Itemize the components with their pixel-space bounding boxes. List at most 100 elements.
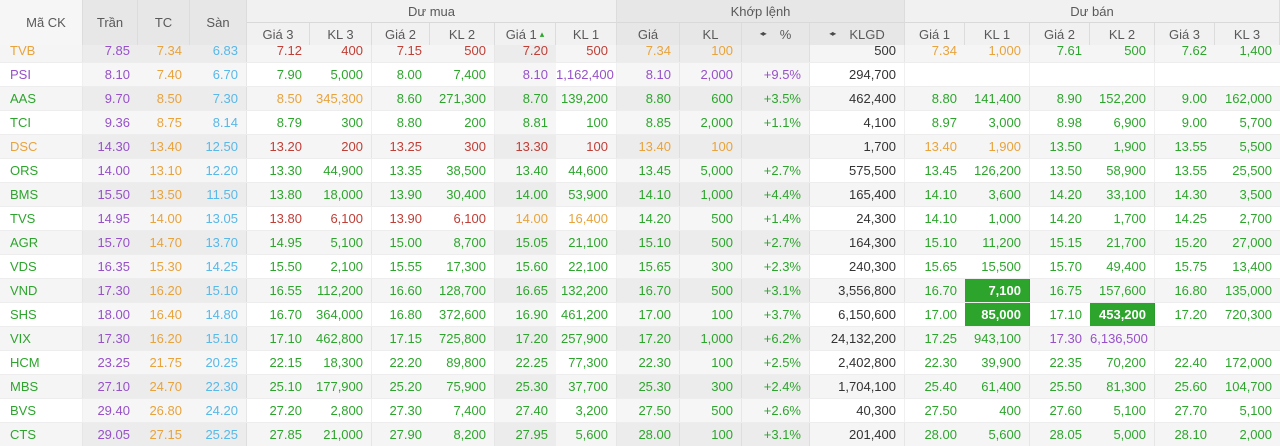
- stock-code[interactable]: VDS: [0, 255, 83, 278]
- buy-vol-3[interactable]: 5,000: [310, 63, 372, 86]
- total-volume[interactable]: 1,704,100: [810, 375, 905, 398]
- buy-vol-3[interactable]: 345,300: [310, 87, 372, 110]
- sell-price-1[interactable]: 25.40: [924, 379, 957, 394]
- ceiling-price[interactable]: 9.70: [83, 87, 138, 110]
- sell-price-2[interactable]: 27.60: [1049, 403, 1082, 418]
- matched-change-pct[interactable]: +2.7%: [742, 231, 810, 254]
- buy-price-3[interactable]: 8.50: [276, 91, 302, 106]
- sell-vol-3[interactable]: 3,500: [1239, 187, 1272, 202]
- buy-price-1[interactable]: 13.40: [495, 159, 556, 182]
- matched-change-pct[interactable]: +3.5%: [742, 87, 810, 110]
- sell-vol-1[interactable]: 943,100: [965, 327, 1030, 350]
- col-header-buy-vol-3[interactable]: KL 3: [310, 23, 372, 45]
- matched-price[interactable]: 25.30: [617, 375, 680, 398]
- sell-price-2[interactable]: 15.70: [1049, 259, 1082, 274]
- sell-vol-2[interactable]: 49,400: [1090, 255, 1155, 278]
- table-row[interactable]: TVS 14.95 14.00 13.05 13.80 6,100 13.90 6,100 14…: [0, 207, 1280, 231]
- table-row[interactable]: DSC 14.30 13.40 12.50 13.20 200 13.25 300 13.30 1…: [0, 135, 1280, 159]
- sell-price-3[interactable]: 14.30: [1174, 187, 1207, 202]
- table-row[interactable]: AGR 15.70 14.70 13.70 14.95 5,100 15.00 8,700 15…: [0, 231, 1280, 255]
- sell-price-2[interactable]: 14.20: [1049, 187, 1082, 202]
- matched-change-pct[interactable]: +3.1%: [742, 423, 810, 446]
- matched-change-pct[interactable]: +2.3%: [742, 255, 810, 278]
- total-volume[interactable]: 3,556,800: [810, 279, 905, 302]
- reference-price[interactable]: 13.50: [138, 183, 190, 206]
- buy-vol-2[interactable]: 7,400: [430, 63, 495, 86]
- ceiling-price[interactable]: 29.05: [83, 423, 138, 446]
- total-volume[interactable]: 6,150,600: [810, 303, 905, 326]
- ceiling-price[interactable]: 29.40: [83, 399, 138, 422]
- matched-change-pct[interactable]: +9.5%: [742, 63, 810, 86]
- col-header-sell-vol-3[interactable]: KL 3: [1215, 23, 1280, 45]
- sell-vol-3[interactable]: [1215, 327, 1280, 350]
- stock-code[interactable]: MBS: [0, 375, 83, 398]
- matched-price[interactable]: 8.10: [617, 63, 680, 86]
- matched-price[interactable]: 14.10: [617, 183, 680, 206]
- ceiling-price[interactable]: 9.36: [83, 111, 138, 134]
- matched-change-pct[interactable]: +3.1%: [742, 279, 810, 302]
- ceiling-price[interactable]: 15.50: [83, 183, 138, 206]
- sell-vol-3[interactable]: 13,400: [1232, 259, 1272, 274]
- reference-price[interactable]: 27.15: [138, 423, 190, 446]
- total-volume[interactable]: 24,300: [810, 207, 905, 230]
- table-row[interactable]: SHS 18.00 16.40 14.80 16.70 364,000 16.80 372,6…: [0, 303, 1280, 327]
- table-row[interactable]: CTS 29.05 27.15 25.25 27.85 21,000 27.90 8,200 2…: [0, 423, 1280, 446]
- sell-price-1[interactable]: 8.80: [931, 91, 957, 106]
- swap-column-icon[interactable]: ◂▸: [759, 29, 767, 38]
- sell-price-2[interactable]: 28.05: [1049, 427, 1082, 442]
- sell-vol-1[interactable]: 5,600: [965, 423, 1030, 446]
- buy-price-3[interactable]: 16.55: [269, 283, 302, 298]
- reference-price[interactable]: 26.80: [138, 399, 190, 422]
- sell-price-1[interactable]: 13.45: [924, 163, 957, 178]
- buy-price-2[interactable]: 22.20: [389, 355, 422, 370]
- stock-code[interactable]: TVS: [0, 207, 83, 230]
- sell-vol-1[interactable]: 141,400: [965, 87, 1030, 110]
- buy-vol-3[interactable]: 2,100: [310, 255, 372, 278]
- buy-vol-1[interactable]: 21,100: [556, 231, 617, 254]
- matched-change-pct[interactable]: +2.4%: [742, 375, 810, 398]
- sell-price-2[interactable]: 7.61: [1056, 45, 1082, 58]
- sell-price-1[interactable]: 15.65: [924, 259, 957, 274]
- sell-price-2[interactable]: 15.15: [1049, 235, 1082, 250]
- stock-code[interactable]: AAS: [0, 87, 83, 110]
- buy-vol-3[interactable]: 21,000: [310, 423, 372, 446]
- sell-vol-1[interactable]: 400: [965, 399, 1030, 422]
- buy-vol-2[interactable]: 38,500: [430, 159, 495, 182]
- buy-price-1[interactable]: 14.00: [495, 183, 556, 206]
- sell-vol-2[interactable]: 6,900: [1090, 111, 1155, 134]
- sell-price-1[interactable]: 14.10: [924, 187, 957, 202]
- buy-vol-2[interactable]: 7,400: [430, 399, 495, 422]
- sell-price-3[interactable]: 14.25: [1174, 211, 1207, 226]
- buy-price-3[interactable]: 17.10: [269, 331, 302, 346]
- stock-code[interactable]: VND: [0, 279, 83, 302]
- matched-price[interactable]: 16.70: [617, 279, 680, 302]
- buy-vol-1[interactable]: 22,100: [556, 255, 617, 278]
- buy-price-3[interactable]: 13.80: [269, 211, 302, 226]
- buy-price-2[interactable]: 13.90: [389, 211, 422, 226]
- sell-vol-1[interactable]: 1,000: [965, 45, 1030, 62]
- buy-price-1[interactable]: 17.20: [495, 327, 556, 350]
- sell-vol-2[interactable]: 5,000: [1090, 423, 1155, 446]
- buy-vol-2[interactable]: 372,600: [430, 303, 495, 326]
- buy-vol-3[interactable]: 400: [310, 45, 372, 62]
- buy-vol-1[interactable]: 257,900: [556, 327, 617, 350]
- sell-price-3[interactable]: [1155, 327, 1215, 350]
- table-row[interactable]: TCI 9.36 8.75 8.14 8.79 300 8.80 200 8.81 100 8.85…: [0, 111, 1280, 135]
- buy-price-1[interactable]: 15.60: [495, 255, 556, 278]
- sell-price-1[interactable]: [905, 63, 965, 86]
- sell-vol-1[interactable]: 15,500: [965, 255, 1030, 278]
- floor-price[interactable]: 7.30: [190, 87, 247, 110]
- stock-code[interactable]: TVB: [0, 45, 83, 62]
- ceiling-price[interactable]: 23.25: [83, 351, 138, 374]
- col-header-sell-vol-1[interactable]: KL 1: [965, 23, 1030, 45]
- buy-price-3[interactable]: 22.15: [269, 355, 302, 370]
- sell-price-2[interactable]: [1030, 63, 1090, 86]
- sell-price-3[interactable]: 9.00: [1181, 115, 1207, 130]
- matched-change-pct[interactable]: +3.7%: [742, 303, 810, 326]
- buy-vol-2[interactable]: 200: [430, 111, 495, 134]
- table-row[interactable]: VIX 17.30 16.20 15.10 17.10 462,800 17.15 725,8…: [0, 327, 1280, 351]
- matched-price[interactable]: 7.34: [617, 45, 680, 62]
- floor-price[interactable]: 12.20: [190, 159, 247, 182]
- matched-change-pct[interactable]: +4.4%: [742, 183, 810, 206]
- ceiling-price[interactable]: 27.10: [83, 375, 138, 398]
